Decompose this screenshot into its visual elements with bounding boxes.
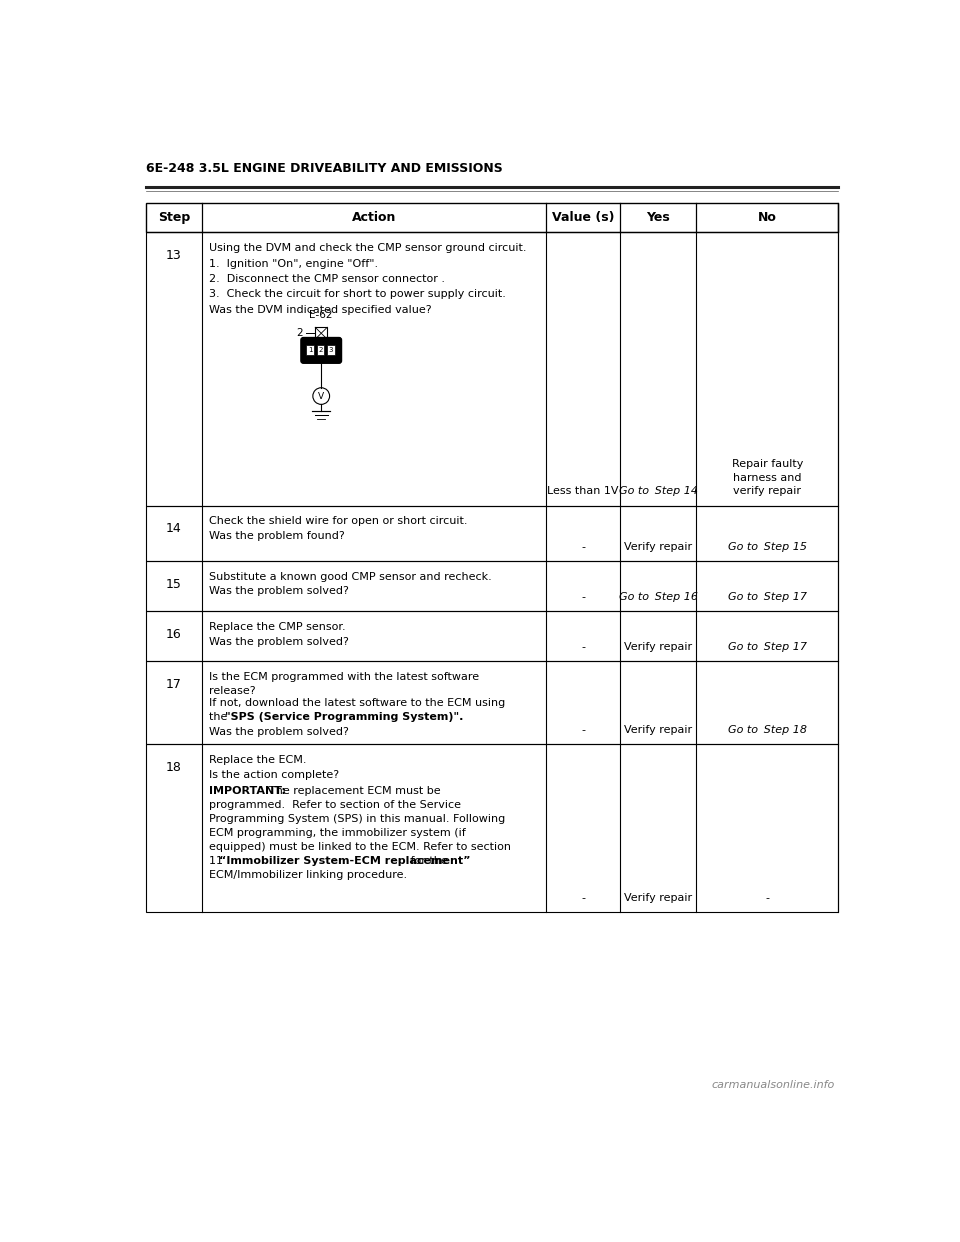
Text: Value (s): Value (s) — [552, 211, 614, 224]
Text: 2: 2 — [296, 328, 302, 338]
Text: Verify repair: Verify repair — [624, 542, 692, 551]
Text: Was the problem solved?: Was the problem solved? — [209, 728, 349, 738]
Bar — [327, 345, 335, 355]
Text: Go to  Step 17: Go to Step 17 — [728, 591, 807, 602]
Text: No: No — [758, 211, 777, 224]
Text: equipped) must be linked to the ECM. Refer to section: equipped) must be linked to the ECM. Ref… — [209, 842, 512, 852]
Bar — [315, 328, 327, 339]
Text: 14: 14 — [166, 523, 181, 535]
Text: Is the ECM programmed with the latest software: Is the ECM programmed with the latest so… — [209, 672, 479, 682]
Text: Programming System (SPS) in this manual. Following: Programming System (SPS) in this manual.… — [209, 814, 506, 823]
Text: the: the — [209, 712, 231, 722]
Text: 6E-248 3.5L ENGINE DRIVEABILITY AND EMISSIONS: 6E-248 3.5L ENGINE DRIVEABILITY AND EMIS… — [146, 163, 502, 175]
Text: -: - — [581, 725, 585, 735]
Text: Less than 1V: Less than 1V — [547, 487, 619, 497]
Text: release?: release? — [209, 686, 256, 696]
Text: ECM programming, the immobilizer system (if: ECM programming, the immobilizer system … — [209, 828, 467, 838]
Text: Repair faulty: Repair faulty — [732, 458, 804, 469]
Text: harness and: harness and — [733, 473, 802, 483]
Text: 3.  Check the circuit for short to power supply circuit.: 3. Check the circuit for short to power … — [209, 288, 506, 298]
Text: Is the action complete?: Is the action complete? — [209, 770, 340, 780]
Text: 16: 16 — [166, 628, 181, 641]
Text: V: V — [318, 391, 324, 401]
Text: 13: 13 — [166, 250, 181, 262]
Text: 15: 15 — [166, 578, 181, 591]
Text: programmed.  Refer to section of the Service: programmed. Refer to section of the Serv… — [209, 800, 462, 810]
Bar — [146, 232, 838, 505]
Text: 18: 18 — [166, 761, 181, 774]
Text: 1: 1 — [308, 348, 312, 354]
Text: Check the shield wire for open or short circuit.: Check the shield wire for open or short … — [209, 517, 468, 527]
Text: Replace the ECM.: Replace the ECM. — [209, 755, 307, 765]
Text: Verify repair: Verify repair — [624, 642, 692, 652]
Text: Using the DVM and check the CMP sensor ground circuit.: Using the DVM and check the CMP sensor g… — [209, 243, 527, 253]
Text: IMPORTANT:: IMPORTANT: — [209, 786, 286, 796]
Bar — [146, 611, 838, 661]
Bar — [146, 561, 838, 611]
Text: -: - — [581, 893, 585, 903]
Text: 2: 2 — [319, 348, 323, 354]
Text: Go to  Step 17: Go to Step 17 — [728, 642, 807, 652]
Text: 2.  Disconnect the CMP sensor connector .: 2. Disconnect the CMP sensor connector . — [209, 273, 445, 284]
Text: Yes: Yes — [646, 211, 670, 224]
Bar — [146, 744, 838, 912]
Bar — [317, 345, 324, 355]
FancyBboxPatch shape — [300, 338, 342, 363]
Text: -: - — [765, 893, 769, 903]
Text: 3: 3 — [329, 348, 333, 354]
Text: If not, download the latest software to the ECM using: If not, download the latest software to … — [209, 698, 506, 708]
Text: verify repair: verify repair — [733, 487, 802, 497]
Text: for the: for the — [407, 856, 447, 866]
Bar — [306, 345, 314, 355]
Text: Substitute a known good CMP sensor and recheck.: Substitute a known good CMP sensor and r… — [209, 571, 492, 581]
Text: Replace the CMP sensor.: Replace the CMP sensor. — [209, 622, 346, 632]
Text: Go to  Step 16: Go to Step 16 — [619, 591, 698, 602]
Text: Step: Step — [157, 211, 190, 224]
Bar — [146, 505, 838, 561]
Bar — [146, 661, 838, 744]
Text: Was the problem solved?: Was the problem solved? — [209, 637, 349, 647]
Text: -: - — [581, 542, 585, 551]
Text: Verify repair: Verify repair — [624, 725, 692, 735]
Text: E-62: E-62 — [309, 310, 333, 320]
Text: Was the problem solved?: Was the problem solved? — [209, 586, 349, 596]
Bar — [146, 202, 838, 232]
Text: Go to  Step 14: Go to Step 14 — [619, 487, 698, 497]
Text: Action: Action — [352, 211, 396, 224]
Text: -: - — [581, 642, 585, 652]
Text: 1.  Ignition "On", engine "Off".: 1. Ignition "On", engine "Off". — [209, 260, 378, 270]
Text: The replacement ECM must be: The replacement ECM must be — [262, 786, 441, 796]
Text: Was the problem found?: Was the problem found? — [209, 532, 345, 542]
Text: “Immobilizer System-ECM replacement”: “Immobilizer System-ECM replacement” — [220, 856, 471, 866]
Text: Go to  Step 15: Go to Step 15 — [728, 542, 807, 551]
Text: ECM/Immobilizer linking procedure.: ECM/Immobilizer linking procedure. — [209, 869, 407, 879]
Text: -: - — [581, 591, 585, 602]
Text: 11: 11 — [209, 856, 227, 866]
Text: "SPS (Service Programming System)".: "SPS (Service Programming System)". — [226, 712, 464, 722]
Text: 17: 17 — [166, 678, 181, 691]
Text: Go to  Step 18: Go to Step 18 — [728, 725, 807, 735]
Text: Verify repair: Verify repair — [624, 893, 692, 903]
Text: Was the DVM indicated specified value?: Was the DVM indicated specified value? — [209, 304, 432, 314]
Text: carmanualsonline.info: carmanualsonline.info — [711, 1081, 834, 1090]
